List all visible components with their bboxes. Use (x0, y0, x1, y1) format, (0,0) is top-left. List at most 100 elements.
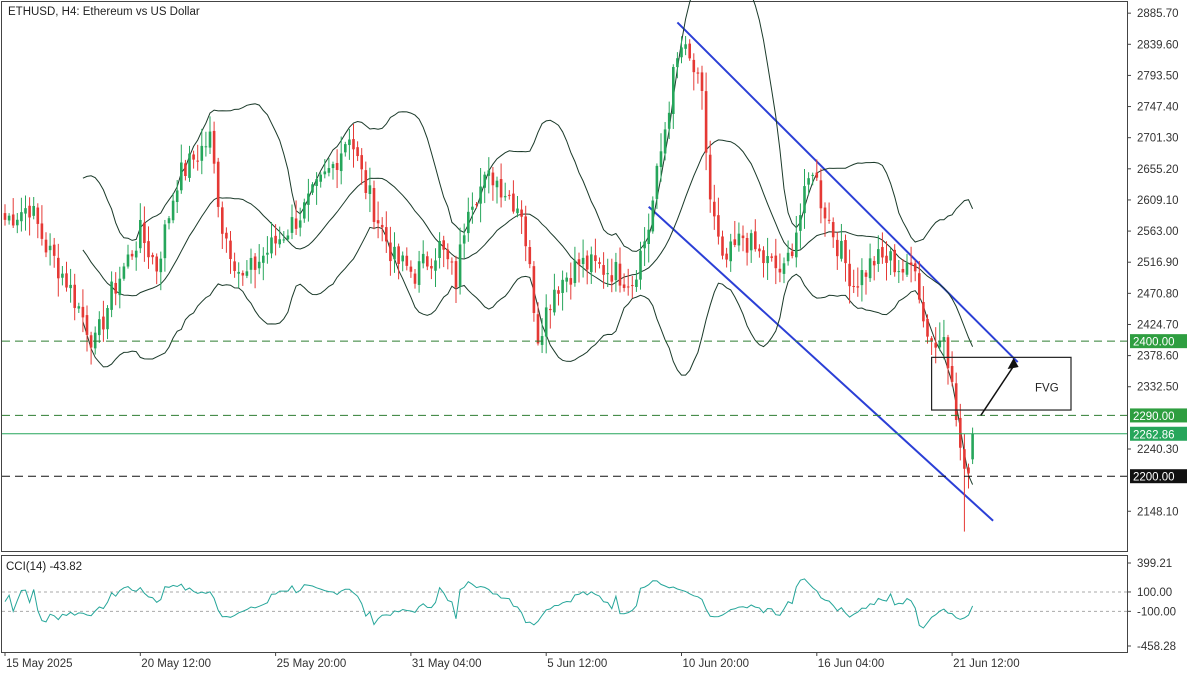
candle-body (499, 179, 503, 198)
candle (44, 232, 48, 258)
candle-body (786, 252, 790, 262)
candle-body (307, 193, 310, 205)
candle-body (393, 246, 396, 260)
candle-body (245, 271, 249, 276)
candle-body (130, 253, 134, 257)
candle-body (602, 265, 605, 275)
candle (680, 36, 683, 64)
candle-body (118, 278, 122, 296)
candle (430, 258, 433, 280)
candle (918, 261, 921, 304)
candle-body (864, 272, 868, 277)
candle (171, 193, 175, 224)
candle-body (905, 262, 909, 275)
candle-body (762, 250, 765, 264)
candle (57, 243, 60, 297)
candle-body (918, 273, 921, 300)
candle-body (184, 163, 187, 177)
time-tick-label: 21 Jun 12:00 (953, 658, 1020, 670)
candle-body (48, 245, 52, 251)
fvg-label: FVG (1035, 383, 1059, 395)
candle (298, 207, 302, 237)
candle-body (479, 186, 482, 204)
candle (266, 236, 269, 264)
candle-body (151, 254, 154, 258)
candle-body (106, 308, 109, 330)
candle-body (385, 227, 388, 242)
candle (257, 244, 261, 275)
candle-body (647, 229, 650, 245)
candle-body (171, 200, 175, 221)
candle (311, 182, 314, 196)
candle-body (606, 273, 609, 275)
candle (635, 270, 638, 292)
candle (676, 52, 679, 79)
candle-body (672, 67, 675, 114)
candle (594, 238, 597, 273)
candlestick-series (3, 35, 974, 532)
time-axis: 15 May 2025 20 May 12:00 25 May 20:00 31 Ma… (4, 652, 1020, 670)
candle (450, 257, 454, 275)
candle (844, 234, 847, 282)
candle-body (159, 258, 163, 273)
bollinger-upper-band (82, 0, 974, 252)
candle (52, 237, 56, 268)
time-tick-label: 15 May 2025 (6, 658, 73, 670)
candle-body (134, 250, 138, 258)
candle-body (81, 306, 85, 318)
candle (971, 427, 974, 465)
candle-body (631, 285, 634, 287)
candle (106, 305, 109, 340)
candle-body (840, 240, 843, 259)
candle (253, 253, 257, 289)
candle-body (233, 261, 236, 271)
candle-body (28, 205, 31, 218)
candle (114, 272, 117, 306)
arrow-head (1007, 358, 1019, 370)
candle-body (20, 212, 23, 222)
candle (20, 197, 23, 232)
fvg-box (930, 356, 1072, 411)
candle-body (954, 383, 958, 420)
candle-body (852, 285, 855, 287)
cci-panel-frame (1, 555, 1128, 653)
candle-body (581, 257, 585, 265)
level-tag-label-1: 2290.00 (1133, 411, 1175, 423)
candle-body (175, 190, 179, 203)
candle (704, 72, 708, 171)
candle (360, 148, 363, 185)
candle-body (446, 249, 450, 260)
candle (598, 257, 601, 269)
candle (639, 241, 642, 290)
candle-body (40, 223, 44, 239)
candle-body (950, 366, 954, 382)
candle-body (782, 263, 786, 274)
candle-body (65, 273, 68, 288)
candle (766, 237, 769, 280)
candle-body (696, 72, 700, 74)
candle (122, 262, 126, 281)
candle-body (749, 233, 753, 251)
candle-body (348, 139, 351, 146)
price-tick-label: 2332.50 (1137, 382, 1179, 394)
candle (380, 217, 384, 242)
candle-body (73, 284, 76, 308)
candle (721, 230, 724, 260)
candle-body (397, 246, 400, 264)
candle (102, 300, 105, 342)
candle (544, 294, 548, 354)
candle-body (61, 273, 64, 278)
candle (643, 227, 646, 267)
candle (877, 235, 880, 272)
chart-title: ETHUSD, H4: Ethereum vs US Dollar (8, 6, 200, 18)
candle-body (893, 249, 896, 273)
candle-body (790, 251, 794, 257)
candle (327, 158, 331, 177)
candle-body (725, 253, 728, 260)
candle-body (44, 239, 48, 253)
candle-body (450, 261, 454, 263)
candle (24, 195, 27, 231)
candle (901, 259, 905, 281)
candle (954, 372, 958, 427)
